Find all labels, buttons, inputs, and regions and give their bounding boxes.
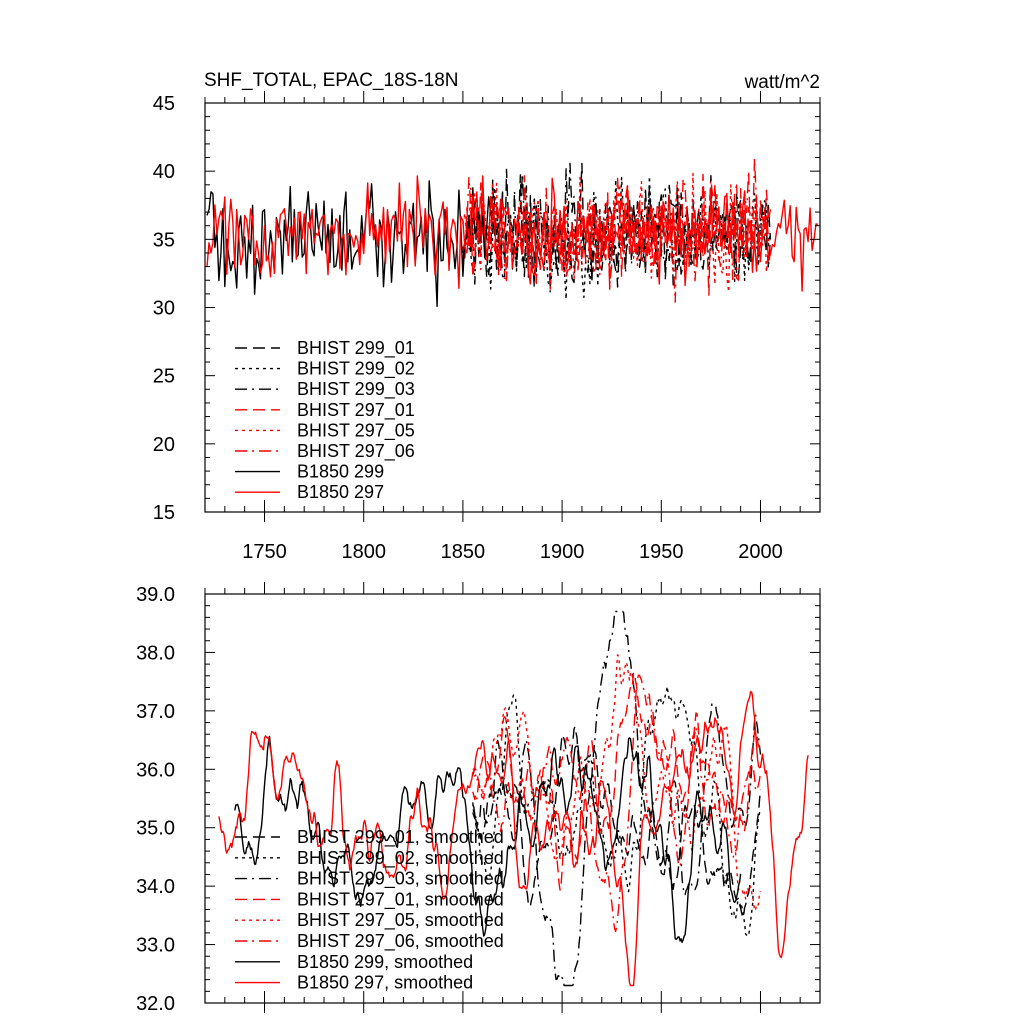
bottom-legend-label-6: B1850 299, smoothed: [297, 952, 473, 972]
top-series-line-6: [206, 180, 504, 307]
bottom-panel: 32.0 33.0 34.0 35.0 36.0 37.0 38.0 39.0 BHIST 2…: [136, 582, 821, 1015]
top-legend-label-5: BHIST 297_06: [297, 441, 415, 462]
top-axis-layer: 1750 1800 1850 1900 1950 2000 15 20 25 30 35 40 45: [153, 91, 821, 563]
top-xtick-label: 2000: [738, 541, 783, 563]
top-ytick-label: 15: [153, 502, 175, 524]
top-legend-label-6: B1850 299: [297, 462, 384, 482]
top-ytick-label: 20: [153, 434, 175, 456]
top-ytick-label: 25: [153, 366, 175, 388]
bottom-legend-label-3: BHIST 297_01, smoothed: [297, 889, 504, 910]
top-ytick-label: 45: [153, 93, 175, 115]
top-series-line-0: [462, 162, 772, 288]
top-chart-title: SHF_TOTAL, EPAC_18S-18N: [204, 70, 459, 91]
bottom-series-line-4: [472, 654, 762, 912]
top-legend-label-7: B1850 297: [297, 482, 384, 502]
top-series-line-3: [462, 173, 772, 296]
top-xtick-label: 1750: [242, 541, 287, 563]
top-ytick-label: 40: [153, 161, 175, 183]
bottom-series-layer: [218, 610, 809, 987]
top-legend-label-4: BHIST 297_05: [297, 420, 415, 441]
top-xtick-label: 1800: [341, 541, 386, 563]
top-panel: SHF_TOTAL, EPAC_18S-18N watt/m^2 1750 180…: [153, 70, 821, 563]
bottom-plot-frame: [204, 593, 821, 1004]
top-chart-units: watt/m^2: [744, 72, 820, 93]
bottom-series-line-0: [472, 726, 762, 919]
bottom-axis-layer: 32.0 33.0 34.0 35.0 36.0 37.0 38.0 39.0: [136, 582, 821, 1015]
bottom-legend-label-1: BHIST 299_02, smoothed: [297, 848, 504, 869]
bottom-legend-label-7: B1850 297, smoothed: [297, 973, 473, 993]
top-ytick-label: 35: [153, 229, 175, 251]
top-xtick-label: 1900: [540, 541, 585, 563]
top-legend-label-3: BHIST 297_01: [297, 400, 415, 421]
bottom-ytick-label: 36.0: [136, 759, 175, 781]
bottom-series-line-7: [218, 690, 809, 987]
bottom-legend-label-5: BHIST 297_06, smoothed: [297, 931, 504, 952]
top-series-layer: [206, 158, 819, 307]
bottom-legend-label-2: BHIST 299_03, smoothed: [297, 869, 504, 890]
top-ytick-label: 30: [153, 298, 175, 320]
bottom-ytick-label: 39.0: [136, 584, 175, 606]
bottom-series-line-2: [472, 610, 762, 987]
bottom-ytick-label: 35.0: [136, 818, 175, 840]
bottom-ytick-label: 34.0: [136, 876, 175, 898]
bottom-ytick-label: 37.0: [136, 701, 175, 723]
bottom-ytick-label: 38.0: [136, 642, 175, 664]
bottom-ytick-label: 32.0: [136, 993, 175, 1015]
bottom-ytick-label: 33.0: [136, 935, 175, 957]
top-xtick-label: 1950: [639, 541, 684, 563]
bottom-legend-label-0: BHIST 299_01, smoothed: [297, 827, 504, 848]
top-legend-label-1: BHIST 299_02: [297, 359, 415, 380]
top-xtick-label: 1850: [441, 541, 486, 563]
top-legend-label-2: BHIST 299_03: [297, 379, 415, 400]
bottom-legend-label-4: BHIST 297_05, smoothed: [297, 910, 504, 931]
top-series-line-7: [206, 175, 819, 292]
top-legend-label-0: BHIST 299_01: [297, 338, 415, 359]
bottom-series-line-5: [472, 674, 762, 933]
